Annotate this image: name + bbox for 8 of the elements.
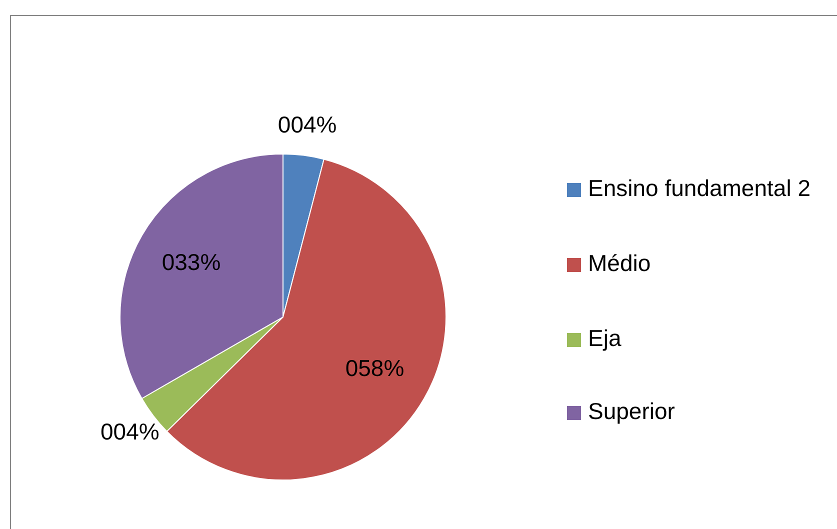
data-label: 033% (162, 249, 221, 276)
legend-label: Eja (588, 325, 622, 352)
data-label: 004% (278, 111, 337, 138)
legend-label: Superior (588, 398, 676, 424)
legend-label: Médio (588, 250, 651, 276)
data-label: 004% (100, 418, 160, 445)
legend-label: Ensino fundamental 2 (588, 175, 810, 202)
data-label: 058% (345, 355, 404, 382)
